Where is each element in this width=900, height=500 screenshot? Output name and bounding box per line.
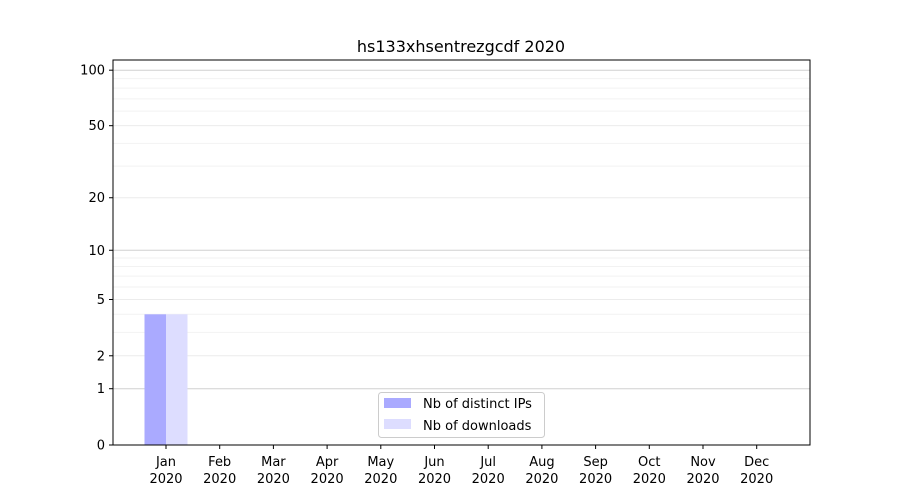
x-axis: Jan 2020 Feb 2020 Mar 2020 Apr 2020 May 2020 Jun 20… [149, 445, 773, 487]
x-tick-label: Feb [208, 455, 231, 470]
x-tick-label-year: 2020 [525, 472, 558, 487]
legend-swatch-ips [384, 398, 411, 408]
plot-frame [112, 59, 811, 446]
legend-label-ips: Nb of distinct IPs [423, 397, 532, 412]
legend: Nb of distinct IPs Nb of downloads [378, 392, 545, 438]
y-tick-label: 5 [97, 293, 105, 308]
y-tick-label: 100 [80, 64, 105, 79]
x-tick-label-year: 2020 [740, 472, 773, 487]
bars [144, 314, 188, 445]
x-tick-label-year: 2020 [203, 472, 236, 487]
x-tick-label-year: 2020 [311, 472, 344, 487]
bar-downloads [166, 314, 188, 445]
y-axis: 0 1 2 5 10 20 50 100 [80, 64, 113, 454]
x-tick-label-year: 2020 [418, 472, 451, 487]
chart-title: hs133xhsentrezgcdf 2020 [357, 37, 565, 56]
x-tick-label-year: 2020 [364, 472, 397, 487]
x-tick-label: Oct [638, 455, 660, 470]
x-tick-label: Mar [261, 455, 286, 470]
legend-swatch-downloads [384, 419, 411, 429]
y-tick-label: 2 [97, 349, 105, 364]
y-tick-label: 1 [97, 382, 105, 397]
y-tick-label: 10 [88, 244, 105, 259]
x-tick-label: May [367, 455, 394, 470]
grid [113, 69, 810, 390]
x-tick-label-year: 2020 [257, 472, 290, 487]
x-tick-label: Apr [316, 455, 339, 470]
legend-frame [378, 392, 545, 438]
x-tick-label: Jun [423, 455, 444, 470]
x-tick-label-year: 2020 [633, 472, 666, 487]
x-tick-label-year: 2020 [686, 472, 719, 487]
y-tick-label: 0 [97, 439, 105, 454]
x-tick-label: Jan [155, 455, 176, 470]
legend-label-downloads: Nb of downloads [423, 419, 532, 434]
x-tick-label: Aug [529, 455, 554, 470]
x-tick-label: Dec [744, 455, 769, 470]
x-tick-label: Jul [479, 455, 496, 470]
bar-ips [144, 314, 166, 445]
y-tick-label: 50 [88, 119, 105, 134]
y-tick-label: 20 [88, 191, 105, 206]
x-tick-label-year: 2020 [149, 472, 182, 487]
x-tick-label: Nov [690, 455, 716, 470]
x-tick-label: Sep [583, 455, 608, 470]
x-tick-label-year: 2020 [472, 472, 505, 487]
x-tick-label-year: 2020 [579, 472, 612, 487]
